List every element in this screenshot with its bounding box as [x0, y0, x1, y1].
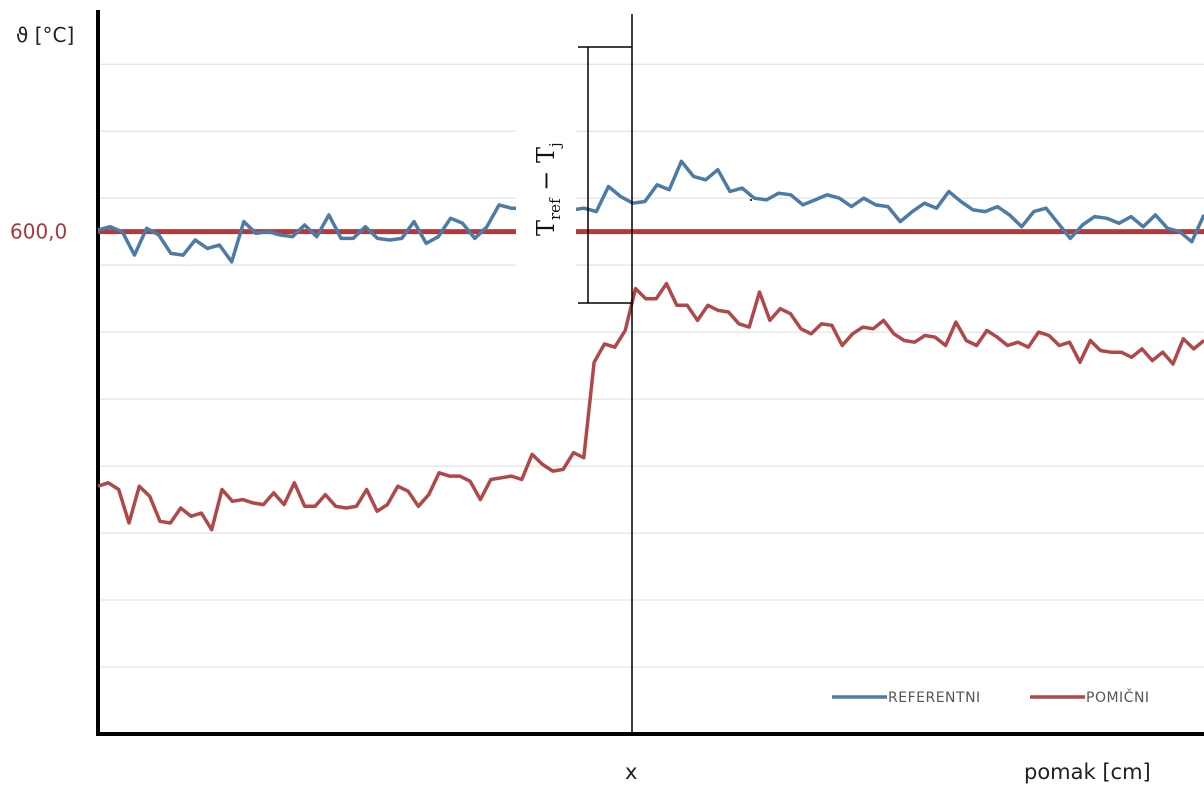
series-line-referentni — [97, 159, 1204, 264]
annotation-box — [516, 78, 576, 293]
annotation-minus: − T — [532, 147, 560, 198]
legend-label-referentni: REFERENTNI — [888, 690, 981, 706]
annotation-sub2: j — [546, 142, 564, 149]
stray-dot — [750, 199, 752, 201]
annotation-main: T — [532, 220, 560, 236]
legend-label-pomicni: POMIČNI — [1086, 688, 1150, 706]
difference-bracket — [578, 46, 632, 304]
x-marker-label: x — [625, 760, 637, 784]
annotation-label: Tref − Tj — [532, 142, 564, 236]
x-axis-label: pomak [cm] — [1024, 760, 1151, 784]
gridlines — [98, 63, 1204, 668]
annotation-sub1: ref — [546, 197, 564, 220]
legend: REFERENTNI POMIČNI — [832, 688, 1150, 706]
reference-line-value: 600,0 — [10, 220, 67, 244]
svg-text:Tref − Tj: Tref − Tj — [532, 142, 564, 236]
y-axis-label: ϑ [°C] — [16, 23, 74, 47]
series-line-pomicni — [97, 281, 1204, 532]
